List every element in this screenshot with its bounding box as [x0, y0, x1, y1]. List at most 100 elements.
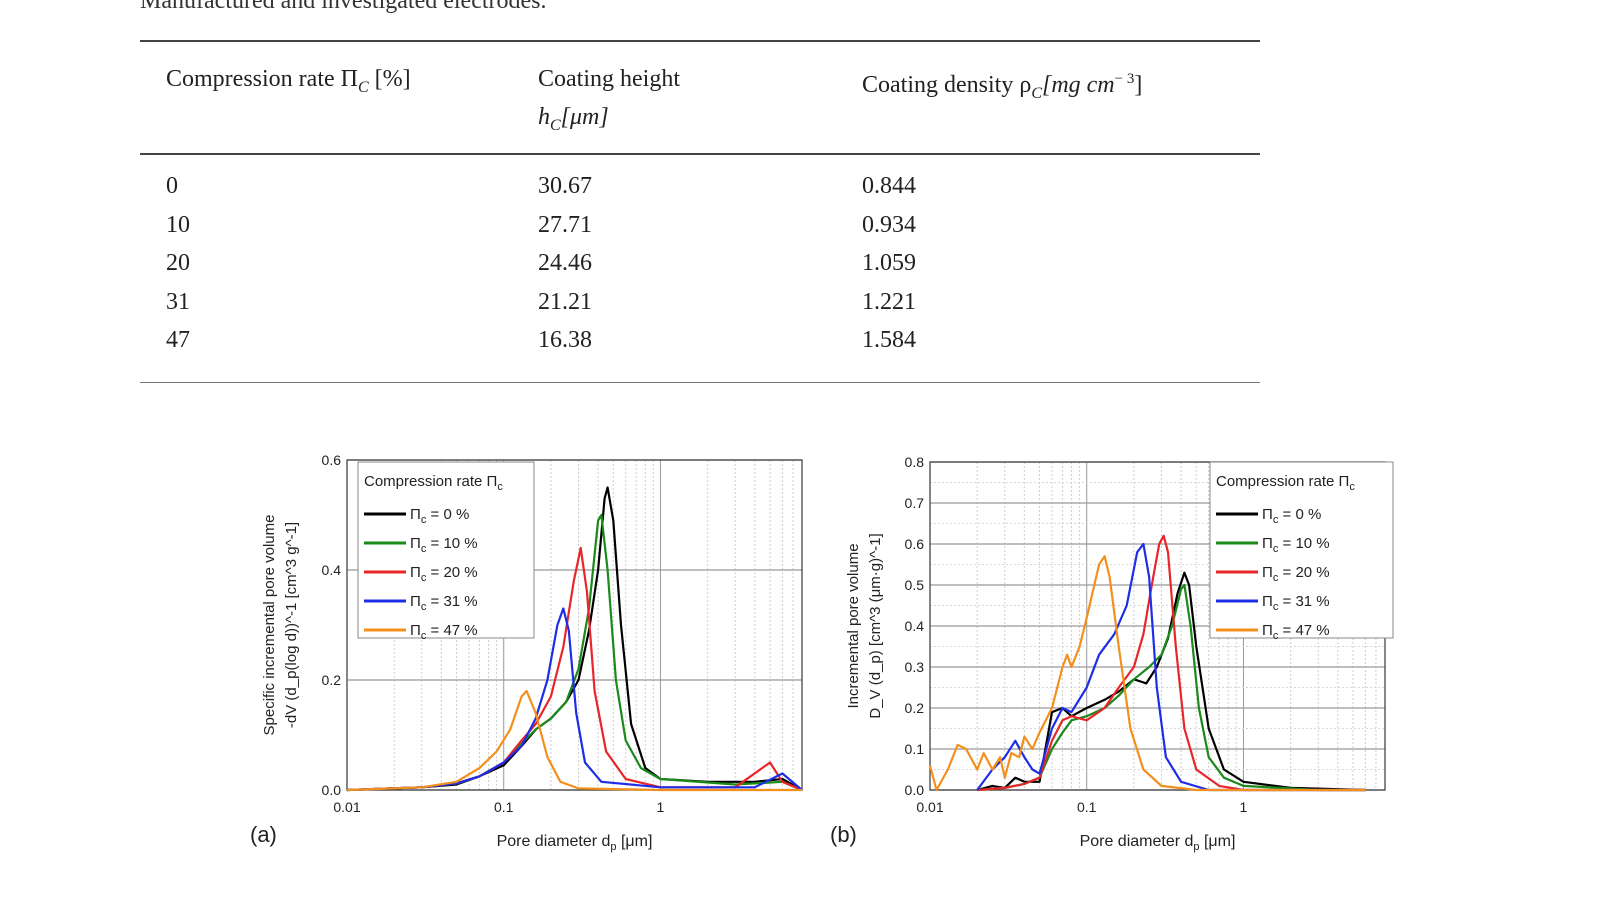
- table-cell: 10: [166, 211, 190, 238]
- legend-label-value: = 47 %: [1278, 622, 1329, 639]
- header-coating-density-sup: − 3: [1114, 71, 1135, 87]
- header-coating-height: Coating height hC[μm]: [538, 60, 680, 145]
- chart-b: 0.0 0.1 0.2 0.3 0.4 0.5 0.6 0.7 0.8 0.01 0.1 1 Pore …: [830, 454, 1394, 853]
- y-tick-label: 0.4: [905, 618, 925, 634]
- legend-label-value: = 0 %: [1278, 506, 1321, 523]
- x-axis-label-unit: [μm]: [617, 833, 653, 850]
- header-coating-height-symbol: h: [538, 104, 550, 130]
- legend-label-value: = 31 %: [426, 593, 477, 610]
- legend-label-value: = 10 %: [426, 535, 477, 552]
- legend-label-10: Πc = 10 %: [410, 535, 478, 555]
- panel-label: (a): [250, 822, 277, 847]
- figure-b: 0.0 0.1 0.2 0.3 0.4 0.5 0.6 0.7 0.8 0.01 0.1 1 Pore …: [830, 440, 1410, 870]
- y-axis-label-units: D_V (d_p) [cm^3 (μm·g)^-1]: [867, 533, 884, 718]
- legend-box: [1209, 461, 1394, 639]
- legend-label-20: Πc = 20 %: [1262, 564, 1330, 584]
- panel-label: (b): [830, 822, 857, 847]
- y-axis-label: Specific incremental pore volume: [261, 515, 278, 736]
- legend-label-value: = 31 %: [1278, 593, 1329, 610]
- series-line-31: [346, 607, 803, 792]
- y-tick-label: 0.3: [905, 659, 925, 675]
- header-coating-density-sub: C: [1031, 84, 1042, 102]
- y-tick-label: 0.7: [905, 495, 925, 511]
- figure-a: 0.0 0.2 0.4 0.6 0.01 0.1 1 Pore diameter dp [μm…: [250, 440, 830, 870]
- legend-label-sub: c: [1273, 601, 1279, 613]
- legend-label-sub: c: [421, 543, 427, 555]
- x-tick-label: 0.1: [494, 799, 514, 815]
- legend-title: Compression rate Πc: [364, 473, 503, 493]
- legend-label-value: = 20 %: [1278, 564, 1329, 581]
- y-tick-label: 0.2: [322, 672, 342, 688]
- header-compression-rate-text: Compression rate Π: [166, 66, 358, 92]
- y-axis-label: Incremental pore volume: [845, 543, 862, 708]
- legend-label-value: = 47 %: [426, 622, 477, 639]
- y-tick-label: 0.4: [322, 562, 342, 578]
- legend-title-sub: c: [1349, 481, 1355, 493]
- x-axis-label-sub: p: [610, 841, 616, 853]
- table-cell: 0: [166, 173, 178, 199]
- header-coating-density: Coating density ρC[mg cm− 3]: [862, 60, 1142, 113]
- y-tick-label: 0.8: [905, 454, 925, 470]
- header-coating-density-unit: [mg cm: [1041, 72, 1115, 98]
- legend-title: Compression rate Πc: [1216, 473, 1355, 493]
- legend-label-sub: c: [421, 514, 427, 526]
- legend-label-47: Πc = 47 %: [410, 622, 478, 642]
- x-tick-label: 0.01: [333, 799, 360, 815]
- table-header-rule: [140, 153, 1260, 155]
- x-axis-label: Pore diameter dp [μm]: [1080, 833, 1236, 853]
- table-cell: 47: [166, 327, 190, 353]
- y-tick-label: 0.6: [905, 536, 925, 552]
- header-compression-rate-sub: C: [357, 78, 369, 96]
- series-line-10: [977, 583, 1366, 792]
- table-cell: 1.221: [862, 288, 916, 315]
- y-tick-label: 0.5: [905, 577, 925, 593]
- legend-label-value: = 10 %: [1278, 535, 1329, 552]
- table-cell: 21.21: [538, 288, 592, 315]
- chart-a: 0.0 0.2 0.4 0.6 0.01 0.1 1 Pore diameter dp [μm…: [250, 452, 803, 853]
- legend-label-sub: c: [1273, 572, 1279, 584]
- legend-label-sub: c: [421, 630, 427, 642]
- legend-label-sub: c: [421, 572, 427, 584]
- x-tick-label: 0.1: [1077, 799, 1097, 815]
- x-axis-label-sub: p: [1193, 841, 1199, 853]
- y-tick-label: 0.6: [322, 452, 342, 468]
- x-tick-label: 0.01: [916, 799, 943, 815]
- header-coating-density-text: Coating density ρ: [862, 72, 1032, 98]
- x-axis-label: Pore diameter dp [μm]: [497, 833, 653, 853]
- x-tick-label: 1: [1240, 799, 1248, 815]
- header-coating-density-close: ]: [1134, 72, 1143, 98]
- x-tick-label: 1: [657, 799, 665, 815]
- legend-label-sub: c: [421, 601, 427, 613]
- x-axis-label-unit: [μm]: [1200, 833, 1236, 850]
- table-bottom-rule: [140, 382, 1260, 383]
- table-cell: 27.71: [538, 211, 592, 238]
- legend-label-31: Πc = 31 %: [1262, 593, 1330, 613]
- series-line-31: [976, 542, 1366, 792]
- legend-label-sub: c: [1273, 630, 1279, 642]
- table-cell: 20: [166, 250, 190, 276]
- table-cell: 16.38: [538, 327, 592, 353]
- legend-label-47: Πc = 47 %: [1262, 622, 1330, 642]
- legend-title-sub: c: [497, 481, 503, 493]
- legend-label-sub: c: [1273, 543, 1279, 555]
- plot-frame: [346, 459, 803, 791]
- legend-label-31: Πc = 31 %: [410, 593, 478, 613]
- table-cell: 30.67: [538, 173, 592, 199]
- y-tick-label: 0.2: [905, 700, 925, 716]
- legend-label-10: Πc = 10 %: [1262, 535, 1330, 555]
- y-tick-label: 0.0: [322, 782, 342, 798]
- table-cell: 24.46: [538, 250, 592, 276]
- series-line-47: [346, 689, 802, 792]
- table-cell: 1.059: [862, 250, 916, 276]
- series-line-47: [928, 555, 1366, 792]
- legend-label-value: = 20 %: [426, 564, 477, 581]
- header-compression-rate: Compression rate ΠC [%]: [166, 60, 411, 107]
- y-tick-label: 0.1: [905, 741, 925, 757]
- y-axis-label-units: -dV (d_p(log d))^-1 [cm^3 g^-1]: [283, 522, 300, 728]
- table-top-rule: [140, 40, 1260, 42]
- legend-label-value: = 0 %: [426, 506, 469, 523]
- y-tick-label: 0.0: [905, 782, 925, 798]
- legend-label-sub: c: [1273, 514, 1279, 526]
- legend-box: [357, 461, 535, 639]
- table-cell: 31: [166, 288, 190, 315]
